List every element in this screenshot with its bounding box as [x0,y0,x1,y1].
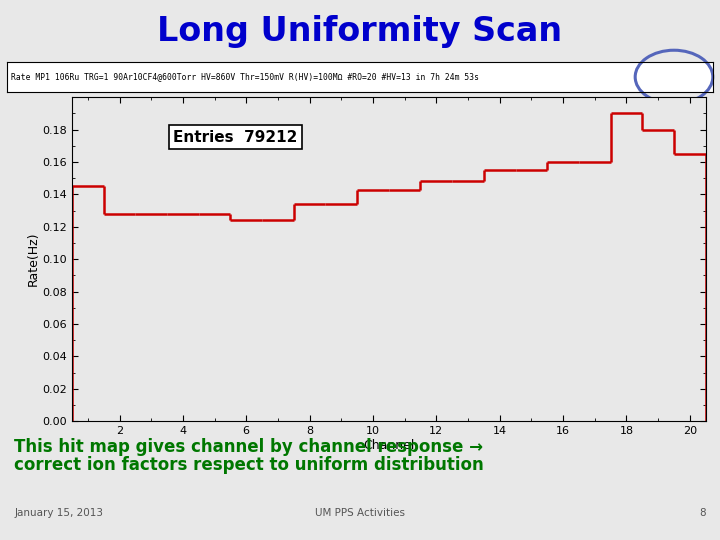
X-axis label: Channel: Channel [363,439,415,452]
Text: 8: 8 [699,508,706,518]
Text: Entries  79212: Entries 79212 [174,130,298,145]
Text: January 15, 2013: January 15, 2013 [14,508,103,518]
Text: correct ion factors respect to uniform distribution: correct ion factors respect to uniform d… [14,456,484,474]
Text: Long Uniformity Scan: Long Uniformity Scan [158,15,562,48]
Text: This hit map gives channel by channel response →: This hit map gives channel by channel re… [14,438,483,456]
Text: UM PPS Activities: UM PPS Activities [315,508,405,518]
Y-axis label: Rate(Hz): Rate(Hz) [27,232,40,286]
Text: Rate MP1 106Ru TRG=1 90Ar10CF4@600Torr HV=860V Thr=150mV R(HV)=100MΩ #RO=20 #HV=: Rate MP1 106Ru TRG=1 90Ar10CF4@600Torr H… [11,72,479,82]
